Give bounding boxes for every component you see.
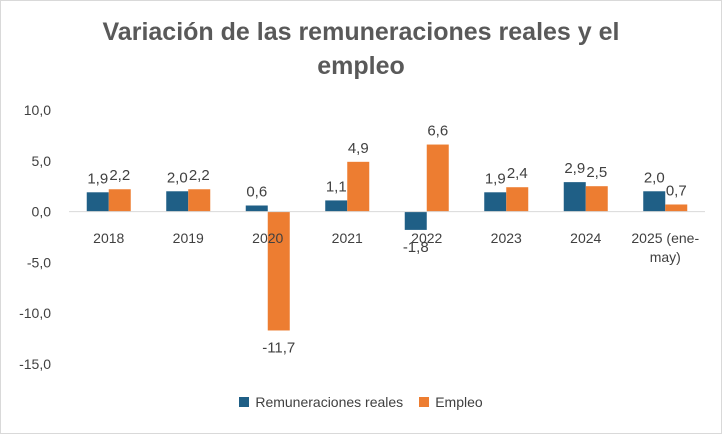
bar-remuneraciones: [325, 200, 348, 212]
data-label-remuneraciones: 1,9: [87, 170, 108, 187]
data-label-remuneraciones: 2,9: [564, 160, 585, 177]
data-label-remuneraciones: 1,9: [485, 170, 506, 187]
chart-legend: Remuneraciones reales Empleo: [1, 394, 721, 410]
bar-remuneraciones: [166, 191, 189, 212]
chart-title-line-2: empleo: [317, 52, 405, 80]
x-tick-label: 2023: [491, 230, 522, 246]
bar-remuneraciones: [404, 211, 427, 230]
data-label-empleo: 6,6: [427, 123, 448, 140]
bar-remuneraciones: [643, 191, 666, 212]
y-tick-label: 5,0: [32, 153, 52, 169]
data-label-empleo: 2,5: [586, 164, 607, 181]
bar-empleo: [267, 211, 290, 331]
bar-remuneraciones: [484, 192, 507, 212]
x-tick-label: 2019: [173, 230, 204, 246]
data-label-empleo: 0,7: [666, 182, 687, 199]
chart-title: Variación de las remuneraciones reales y…: [61, 15, 661, 83]
x-tick-label: may): [650, 249, 681, 265]
legend-swatch-remuneraciones: [239, 397, 250, 407]
legend-label-empleo: Empleo: [435, 394, 483, 410]
bar-empleo: [347, 161, 370, 212]
bar-empleo: [506, 187, 529, 212]
y-tick-label: -10,0: [19, 305, 51, 321]
y-tick-label: -5,0: [27, 254, 51, 270]
data-label-remuneraciones: 2,0: [644, 169, 665, 186]
y-tick-label: -15,0: [19, 356, 51, 372]
data-label-empleo: 2,4: [507, 165, 528, 182]
x-tick-label: 2021: [332, 230, 363, 246]
data-label-empleo: 4,9: [348, 140, 369, 157]
x-tick-label: 2025 (ene-: [631, 230, 699, 246]
data-label-empleo: 2,2: [189, 167, 210, 184]
data-label-empleo: 2,2: [109, 167, 130, 184]
chart-title-line-1: Variación de las remuneraciones reales y…: [102, 18, 620, 46]
bar-empleo: [188, 189, 211, 212]
legend-label-remuneraciones: Remuneraciones reales: [255, 394, 404, 410]
bar-empleo: [426, 144, 449, 212]
x-tick-label: 2022: [411, 230, 442, 246]
bar-empleo: [585, 186, 608, 212]
bar-empleo: [665, 204, 688, 212]
y-tick-label: 0,0: [32, 204, 52, 220]
legend-swatch-empleo: [419, 397, 430, 407]
x-tick-label: 2020: [252, 230, 283, 246]
bar-empleo: [108, 189, 131, 212]
data-label-empleo: -11,7: [262, 339, 295, 356]
bar-remuneraciones: [245, 205, 268, 212]
x-tick-label: 2018: [93, 230, 124, 246]
bar-remuneraciones: [86, 192, 109, 212]
y-tick-label: 10,0: [24, 102, 51, 118]
data-label-remuneraciones: -1,8: [403, 239, 429, 256]
legend-item-empleo: Empleo: [419, 394, 483, 410]
x-tick-label: 2024: [570, 230, 601, 246]
legend-item-remuneraciones: Remuneraciones reales: [239, 394, 403, 410]
bar-remuneraciones: [563, 182, 586, 212]
data-label-remuneraciones: 1,1: [326, 178, 347, 195]
data-label-remuneraciones: 0,6: [246, 184, 267, 201]
data-label-remuneraciones: 2,0: [167, 169, 188, 186]
